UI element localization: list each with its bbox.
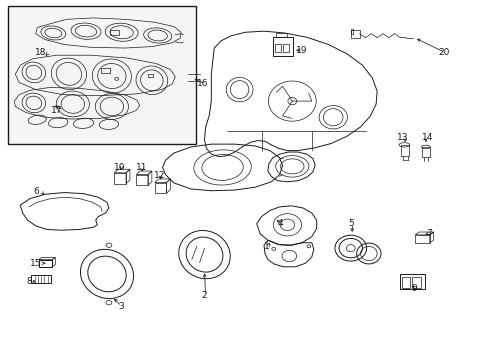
Text: 6: 6 — [33, 187, 39, 196]
Bar — [31, 275, 51, 283]
Text: 20: 20 — [438, 48, 449, 57]
Text: 2: 2 — [201, 291, 207, 300]
Text: 8: 8 — [26, 276, 32, 285]
Text: 17: 17 — [51, 105, 62, 114]
Bar — [411, 277, 420, 288]
Bar — [39, 260, 52, 267]
Text: 14: 14 — [421, 133, 432, 142]
Text: 15: 15 — [30, 259, 41, 268]
Bar — [8, 6, 195, 144]
Text: 19: 19 — [295, 46, 306, 55]
Text: 5: 5 — [347, 219, 353, 228]
Bar — [110, 31, 119, 35]
Bar — [276, 33, 286, 37]
Bar — [422, 147, 429, 157]
Text: 4: 4 — [277, 219, 283, 228]
Text: 13: 13 — [396, 133, 408, 142]
Bar — [282, 44, 288, 51]
Text: 9: 9 — [410, 284, 416, 293]
Bar — [136, 175, 148, 185]
Bar — [114, 173, 126, 184]
Text: 7: 7 — [425, 229, 431, 238]
Text: 11: 11 — [136, 163, 147, 172]
Text: 10: 10 — [114, 163, 125, 172]
Text: 16: 16 — [197, 80, 208, 89]
Bar — [414, 235, 429, 243]
Bar — [272, 37, 293, 56]
Bar — [350, 31, 359, 39]
Text: 12: 12 — [153, 171, 164, 180]
Bar — [274, 44, 281, 51]
Bar — [400, 145, 408, 156]
Bar — [399, 274, 424, 289]
Bar — [401, 277, 409, 288]
Bar — [155, 183, 166, 193]
Bar — [148, 74, 153, 77]
Bar — [350, 30, 352, 34]
Bar — [101, 68, 110, 73]
Text: 18: 18 — [35, 48, 46, 57]
Text: 3: 3 — [119, 302, 124, 311]
Text: 1: 1 — [263, 242, 269, 251]
